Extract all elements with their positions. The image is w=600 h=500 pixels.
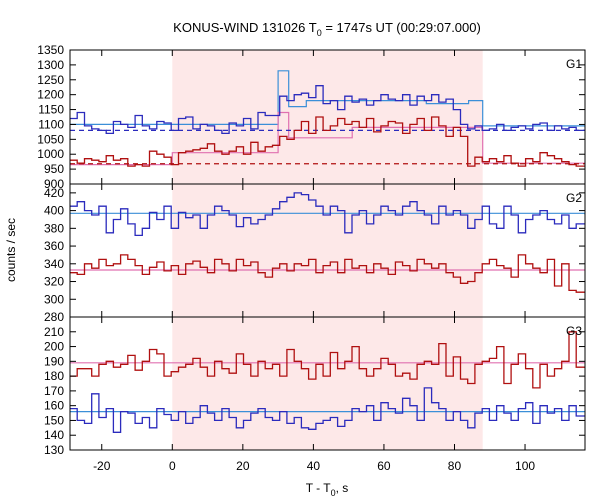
- series-g1-data-secondary: [70, 116, 585, 167]
- panel-label-g1: G1: [566, 57, 582, 71]
- y-tick-label: 400: [44, 204, 64, 218]
- chart-title-main: KONUS-WIND 131026 T: [173, 20, 317, 35]
- x-axis-label-rest: , s: [336, 481, 349, 495]
- y-tick-label: 1000: [37, 147, 64, 161]
- source-interval-shade: [172, 50, 483, 450]
- chart-title-rest: = 1747s UT (00:29:07.000): [322, 20, 481, 35]
- x-axis-label-subscript: 0: [331, 488, 336, 498]
- shade-layer: [172, 50, 483, 450]
- panel-label-g2: G2: [566, 191, 582, 205]
- series-g2-data-primary: [70, 192, 585, 237]
- y-tick-label: 140: [44, 428, 64, 442]
- y-tick-label: 1300: [37, 58, 64, 72]
- y-tick-label: 900: [44, 177, 64, 191]
- y-tick-label: 1050: [37, 132, 64, 146]
- y-tick-label: 340: [44, 257, 64, 271]
- x-tick-label: 80: [448, 459, 462, 473]
- x-tick-label: 20: [236, 459, 250, 473]
- y-axis-label: counts / sec: [4, 218, 18, 282]
- data-layer: [70, 70, 585, 433]
- series-g2-bg-primary: [70, 212, 585, 215]
- panel-label-g3: G3: [566, 324, 582, 338]
- text-layer: KONUS-WIND 131026 T0 = 1747s UT (00:29:0…: [4, 20, 582, 498]
- series-g1-data-primary: [70, 85, 585, 135]
- y-tick-label: 150: [44, 413, 64, 427]
- y-tick-label: 950: [44, 162, 64, 176]
- y-tick-label: 1100: [38, 117, 64, 131]
- y-tick-label: 1200: [37, 88, 64, 102]
- x-tick-label: 40: [307, 459, 321, 473]
- y-tick-label: 170: [44, 384, 64, 398]
- y-tick-label: 1150: [38, 103, 64, 117]
- panel-g2: [70, 192, 585, 293]
- y-tick-label: 320: [44, 275, 64, 289]
- y-tick-label: 210: [44, 325, 64, 339]
- x-tick-label: 0: [169, 459, 176, 473]
- x-tick-label: 60: [377, 459, 391, 473]
- x-axis-label: T - T0, s: [306, 481, 349, 498]
- y-tick-label: 280: [44, 310, 64, 324]
- y-tick-label: 180: [44, 369, 64, 383]
- y-tick-label: 1250: [37, 73, 64, 87]
- y-tick-label: 130: [44, 443, 64, 457]
- y-tick-label: 160: [44, 399, 64, 413]
- x-tick-label: -20: [93, 459, 111, 473]
- y-tick-label: 1350: [37, 43, 64, 57]
- series-g3-data-primary: [70, 387, 585, 433]
- y-tick-label: 200: [44, 340, 64, 354]
- frame-layer: [69, 49, 586, 451]
- y-tick-label: 420: [44, 186, 64, 200]
- chart-title: KONUS-WIND 131026 T0 = 1747s UT (00:29:0…: [173, 20, 481, 38]
- x-tick-label: 100: [515, 459, 535, 473]
- panel-g1: [70, 70, 585, 167]
- y-tick-label: 190: [44, 354, 64, 368]
- panel-frame-g3: [69, 316, 586, 451]
- y-tick-label: 360: [44, 239, 64, 253]
- series-g2-data-secondary: [70, 254, 585, 293]
- chart-title-subscript: 0: [317, 28, 322, 38]
- y-tick-label: 300: [44, 292, 64, 306]
- series-g3-data-secondary: [70, 331, 585, 389]
- x-axis-label-main: T - T: [306, 481, 332, 495]
- y-tick-label: 380: [44, 221, 64, 235]
- series-g1-bg-secondary: [70, 111, 585, 166]
- panel-g3: [70, 331, 585, 433]
